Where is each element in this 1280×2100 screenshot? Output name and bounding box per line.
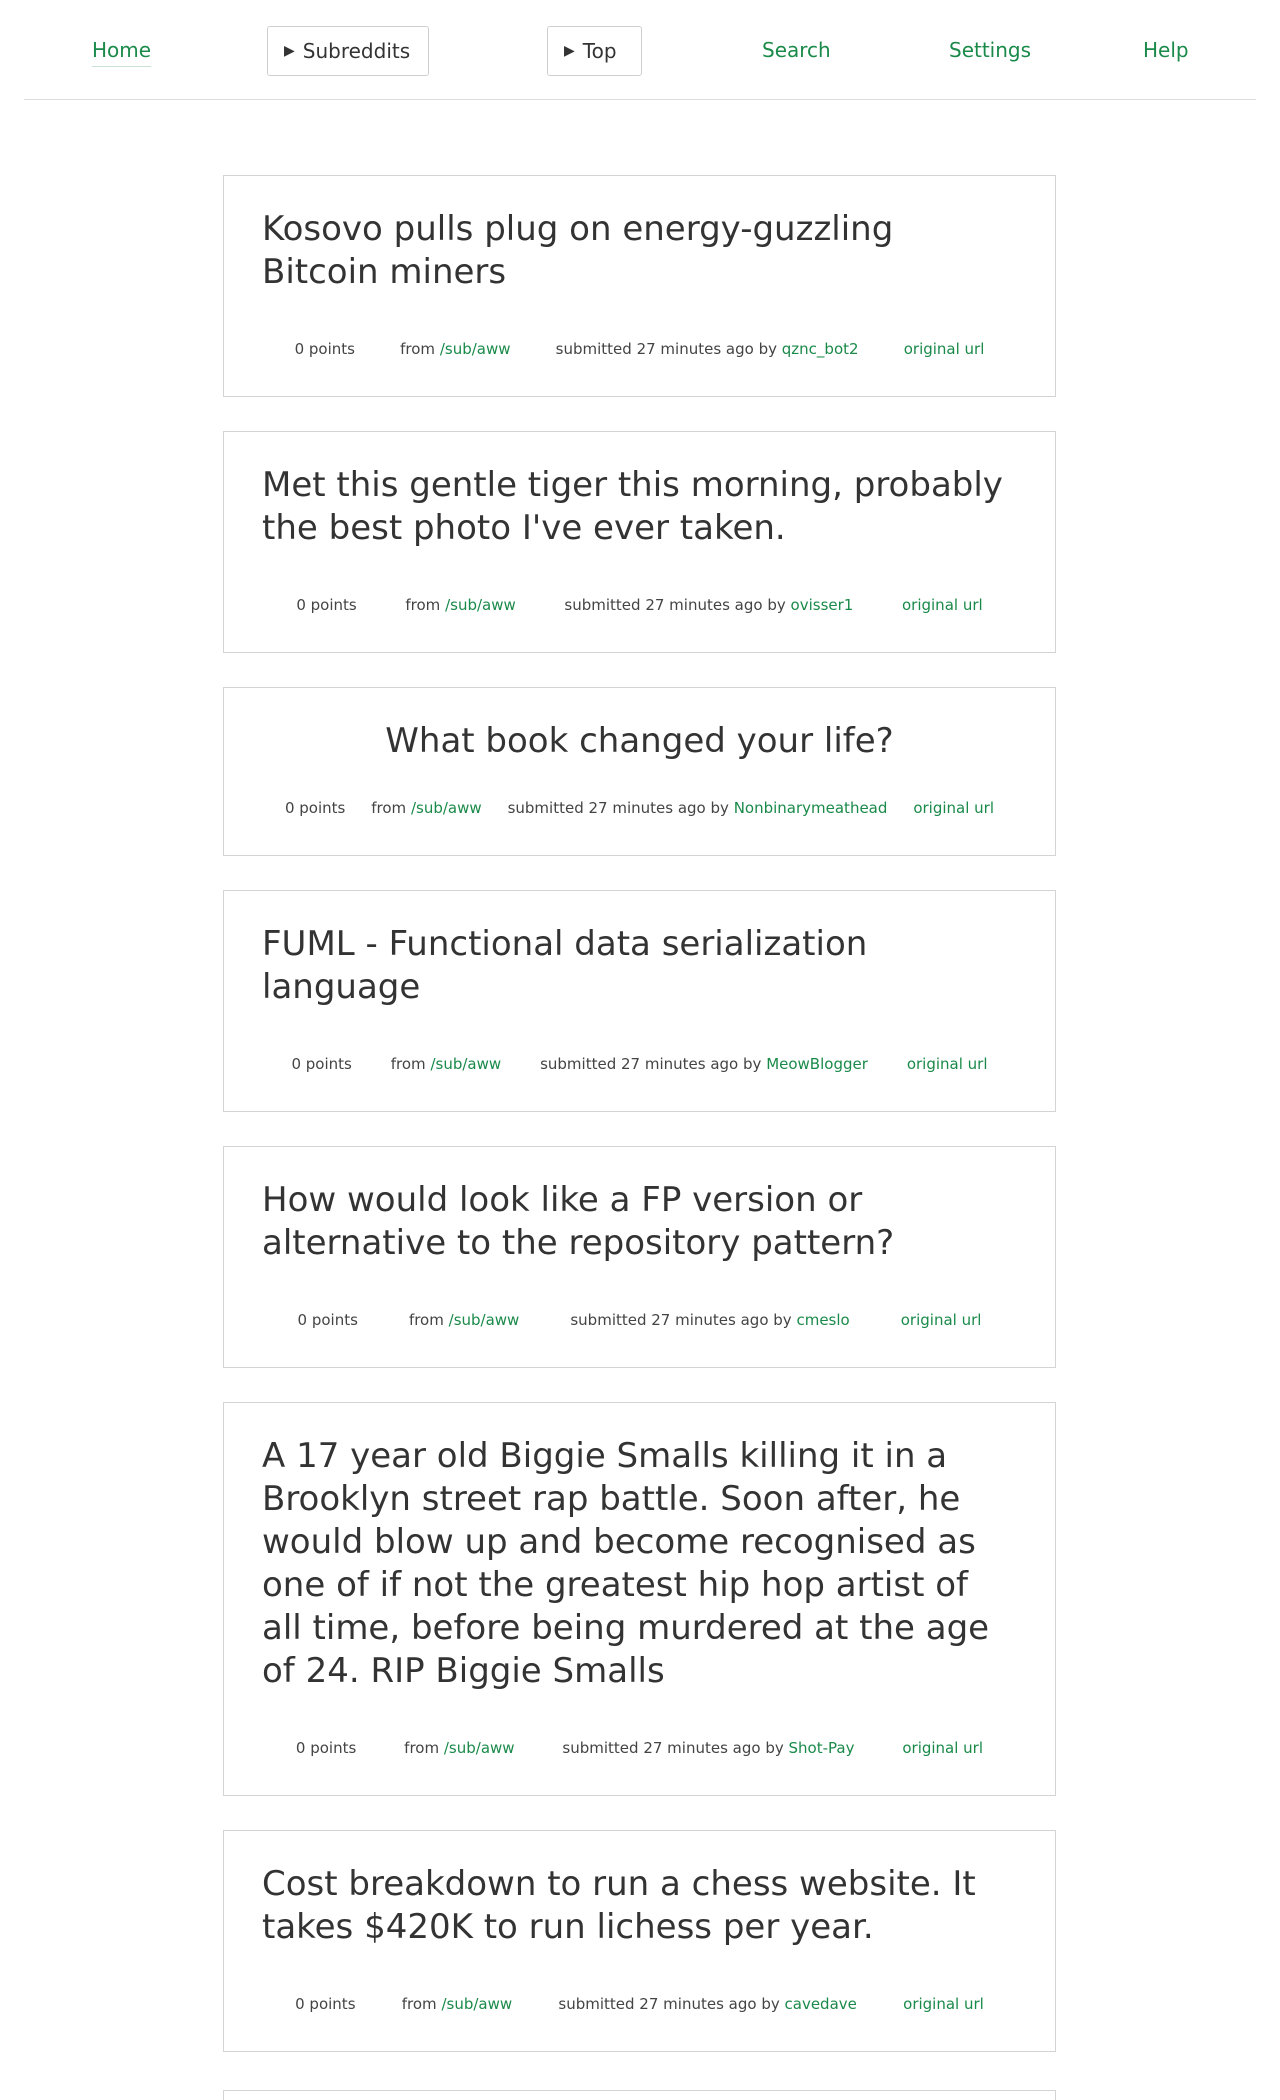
post-meta: 0 points from /sub/aww submitted 27 minu…: [262, 1311, 1017, 1329]
from-label: from: [371, 799, 407, 817]
post-meta: 0 points from /sub/aww submitted 27 minu…: [262, 1055, 1017, 1073]
post-submitted: submitted 27 minutes ago by cmeslo: [570, 1311, 849, 1329]
post-card: FUML - Functional data serialization lan…: [223, 890, 1056, 1112]
post-feed: Kosovo pulls plug on energy-guzzling Bit…: [223, 175, 1056, 2086]
author-link[interactable]: qznc_bot2: [781, 340, 859, 358]
top-label: Top: [582, 39, 617, 63]
post-card: Met this gentle tiger this morning, prob…: [223, 431, 1056, 653]
submitted-label: submitted 27 minutes ago: [555, 340, 754, 358]
post-submitted: submitted 27 minutes ago by cavedave: [558, 1995, 856, 2013]
post-card: What book changed your life? 0 points fr…: [223, 687, 1056, 856]
subreddit-link[interactable]: /sub/aww: [410, 799, 482, 817]
by-label: by: [767, 596, 786, 614]
author-link[interactable]: ovisser1: [790, 596, 854, 614]
subreddit-link[interactable]: /sub/aww: [439, 340, 511, 358]
author-link[interactable]: MeowBlogger: [766, 1055, 868, 1073]
submitted-label: submitted 27 minutes ago: [562, 1739, 761, 1757]
post-card: Kosovo pulls plug on energy-guzzling Bit…: [223, 175, 1056, 397]
by-label: by: [710, 799, 729, 817]
from-label: from: [405, 596, 441, 614]
top-navigation: Home ▶ Subreddits ▶ Top Search Settings …: [24, 0, 1256, 100]
by-label: by: [758, 340, 777, 358]
post-title[interactable]: A 17 year old Biggie Smalls killing it i…: [262, 1436, 990, 1691]
from-label: from: [401, 1995, 437, 2013]
post-source: from /sub/aww: [391, 1055, 501, 1073]
subreddits-dropdown[interactable]: ▶ Subreddits: [267, 26, 429, 76]
triangle-right-icon: ▶: [564, 43, 575, 59]
subreddits-label: Subreddits: [302, 39, 411, 63]
original-url-link[interactable]: original url: [902, 1739, 984, 1757]
nav-search-link[interactable]: Search: [762, 38, 831, 62]
original-url-link[interactable]: original url: [903, 1995, 984, 2013]
post-title[interactable]: FUML - Functional data serialization lan…: [262, 924, 868, 1007]
nav-settings-link[interactable]: Settings: [949, 38, 1032, 62]
author-link[interactable]: Nonbinarymeathead: [733, 799, 888, 817]
post-meta: 0 points from /sub/aww submitted 27 minu…: [262, 1995, 1017, 2013]
nav-home-link[interactable]: Home: [92, 38, 152, 67]
subreddit-link[interactable]: /sub/aww: [448, 1311, 520, 1329]
post-source: from /sub/aww: [400, 340, 510, 358]
post-source: from /sub/aww: [405, 596, 515, 614]
post-title[interactable]: Kosovo pulls plug on energy-guzzling Bit…: [262, 209, 894, 292]
submitted-label: submitted 27 minutes ago: [558, 1995, 757, 2013]
by-label: by: [761, 1995, 780, 2013]
top-dropdown[interactable]: ▶ Top: [547, 26, 642, 76]
submitted-label: submitted 27 minutes ago: [540, 1055, 739, 1073]
post-meta: 0 points from /sub/aww submitted 27 minu…: [262, 1739, 1017, 1757]
post-submitted: submitted 27 minutes ago by ovisser1: [564, 596, 853, 614]
post-points: 0 points: [284, 799, 346, 817]
from-label: from: [404, 1739, 440, 1757]
post-source: from /sub/aww: [404, 1739, 514, 1757]
post-points: 0 points: [297, 1311, 358, 1329]
by-label: by: [773, 1311, 792, 1329]
submitted-label: submitted 27 minutes ago: [564, 596, 763, 614]
post-card: A 17 year old Biggie Smalls killing it i…: [223, 1402, 1056, 1796]
post-submitted: submitted 27 minutes ago by qznc_bot2: [556, 340, 859, 358]
post-card-partial: [223, 2090, 1056, 2100]
subreddit-link[interactable]: /sub/aww: [441, 1995, 513, 2013]
author-link[interactable]: cavedave: [784, 1995, 857, 2013]
post-meta: 0 points from /sub/aww submitted 27 minu…: [262, 340, 1017, 358]
subreddit-link[interactable]: /sub/aww: [445, 596, 516, 614]
post-card: How would look like a FP version or alte…: [223, 1146, 1056, 1368]
author-link[interactable]: cmeslo: [796, 1311, 850, 1329]
post-meta: 0 points from /sub/aww submitted 27 minu…: [262, 799, 1017, 817]
original-url-link[interactable]: original url: [903, 340, 985, 358]
post-submitted: submitted 27 minutes ago by MeowBlogger: [540, 1055, 868, 1073]
post-title[interactable]: Met this gentle tiger this morning, prob…: [262, 465, 1003, 548]
post-card: Cost breakdown to run a chess website. I…: [223, 1830, 1056, 2052]
original-url-link[interactable]: original url: [900, 1311, 982, 1329]
post-source: from /sub/aww: [409, 1311, 519, 1329]
from-label: from: [408, 1311, 444, 1329]
by-label: by: [743, 1055, 762, 1073]
post-points: 0 points: [291, 1055, 352, 1073]
post-title[interactable]: How would look like a FP version or alte…: [262, 1180, 895, 1263]
original-url-link[interactable]: original url: [906, 1055, 988, 1073]
post-points: 0 points: [295, 1739, 357, 1757]
post-meta: 0 points from /sub/aww submitted 27 minu…: [262, 596, 1017, 614]
post-points: 0 points: [296, 596, 357, 614]
original-url-link[interactable]: original url: [913, 799, 994, 817]
by-label: by: [765, 1739, 784, 1757]
from-label: from: [390, 1055, 426, 1073]
post-source: from /sub/aww: [371, 799, 481, 817]
submitted-label: submitted 27 minutes ago: [507, 799, 706, 817]
post-submitted: submitted 27 minutes ago by Shot-Pay: [562, 1739, 854, 1757]
subreddit-link[interactable]: /sub/aww: [443, 1739, 515, 1757]
post-source: from /sub/aww: [402, 1995, 512, 2013]
post-points: 0 points: [294, 340, 355, 358]
original-url-link[interactable]: original url: [901, 596, 983, 614]
author-link[interactable]: Shot-Pay: [788, 1739, 855, 1757]
subreddit-link[interactable]: /sub/aww: [430, 1055, 502, 1073]
post-title[interactable]: What book changed your life?: [385, 721, 894, 761]
post-title[interactable]: Cost breakdown to run a chess website. I…: [262, 1864, 976, 1947]
post-submitted: submitted 27 minutes ago by Nonbinarymea…: [508, 799, 888, 817]
from-label: from: [400, 340, 436, 358]
post-points: 0 points: [295, 1995, 356, 2013]
triangle-right-icon: ▶: [284, 43, 295, 59]
nav-help-link[interactable]: Help: [1143, 38, 1189, 62]
submitted-label: submitted 27 minutes ago: [570, 1311, 769, 1329]
